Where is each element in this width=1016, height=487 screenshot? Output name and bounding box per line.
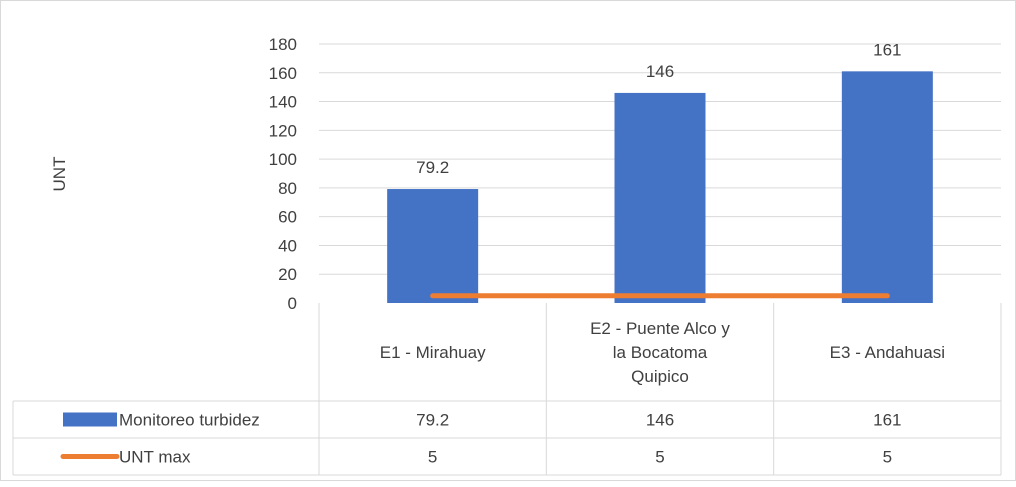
- table-cell-value: 79.2: [416, 411, 449, 430]
- category-label: E2 - Puente Alco y: [590, 319, 730, 338]
- y-axis-label: UNT: [50, 157, 69, 192]
- y-tick-label: 80: [278, 179, 297, 198]
- data-table: E1 - Mirahuay E2 - Puente Alco y la Bocato…: [12, 303, 1002, 476]
- table-cell-value: 5: [428, 448, 437, 467]
- category-label: E3 - Andahuasi: [830, 343, 945, 362]
- y-tick-label: 60: [278, 208, 297, 227]
- bar: [841, 71, 933, 303]
- bar-data-label: 79.2: [416, 158, 449, 177]
- category-label: E1 - Mirahuay: [380, 343, 486, 362]
- bar-series: 79.2 146 161: [387, 40, 933, 303]
- bar: [387, 189, 479, 303]
- table-cell-value: 5: [883, 448, 892, 467]
- legend-key-bar: [63, 412, 117, 427]
- y-tick-label: 40: [278, 236, 297, 255]
- bar-data-label: 146: [646, 62, 674, 81]
- series-name: UNT max: [119, 448, 191, 467]
- series-name: Monitoreo turbidez: [119, 411, 260, 430]
- y-tick-label: 140: [269, 93, 297, 112]
- y-tick-label: 0: [288, 294, 297, 313]
- y-tick-label: 100: [269, 150, 297, 169]
- category-label: la Bocatoma: [613, 343, 708, 362]
- table-cell-value: 146: [646, 411, 674, 430]
- table-cell-value: 5: [655, 448, 664, 467]
- category-label: Quipico: [631, 367, 689, 386]
- y-tick-label: 20: [278, 265, 297, 284]
- table-cell-value: 161: [873, 411, 901, 430]
- y-tick-label: 120: [269, 121, 297, 140]
- y-axis-ticks: 0 20 40 60 80 100 120 140 160 180: [269, 35, 297, 313]
- bar: [614, 92, 706, 303]
- bar-data-label: 161: [873, 40, 901, 59]
- y-tick-label: 160: [269, 64, 297, 83]
- y-tick-label: 180: [269, 35, 297, 54]
